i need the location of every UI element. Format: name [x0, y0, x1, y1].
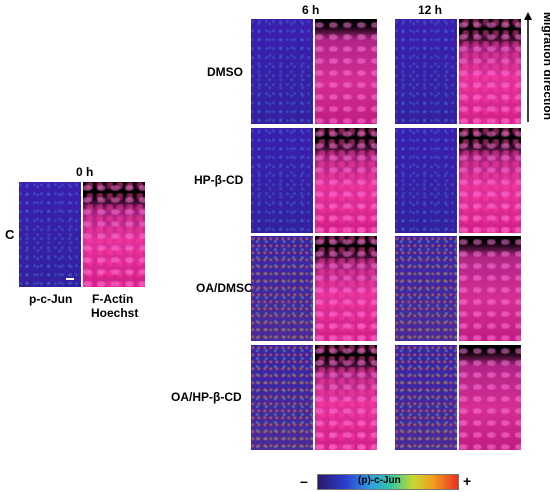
image-12h-oahpbcd-factin	[459, 345, 521, 450]
image-12h-oadmso-factin	[459, 236, 521, 341]
migration-arrow-icon	[524, 12, 532, 122]
colorbar-label: (p)-c-Jun	[358, 475, 401, 486]
image-0h-factin	[83, 182, 145, 287]
image-12h-oadmso-cjun	[395, 236, 457, 341]
channel-label-factin: F-Actin	[92, 292, 134, 306]
image-12h-hpbcd-cjun	[395, 128, 457, 233]
time-label-6h: 6 h	[302, 3, 320, 17]
image-6h-dmso-factin	[315, 19, 377, 124]
row-label-dmso: DMSO	[207, 65, 243, 79]
image-12h-oahpbcd-cjun	[395, 345, 457, 450]
image-6h-oahpbcd-cjun	[251, 345, 313, 450]
row-label-oadmso: OA/DMSO	[196, 281, 254, 295]
image-0h-cjun	[19, 182, 81, 287]
channel-label-hoechst: Hoechst	[91, 306, 139, 320]
row-label-hpbcd: HP-β-CD	[194, 173, 244, 187]
image-12h-hpbcd-factin	[459, 128, 521, 233]
image-12h-dmso-factin	[459, 19, 521, 124]
colorbar-plus: +	[463, 473, 472, 489]
image-6h-dmso-cjun	[251, 19, 313, 124]
row-label-oahpbcd: OA/HP-β-CD	[171, 390, 242, 404]
panel-letter: C	[5, 227, 15, 242]
image-6h-oahpbcd-factin	[315, 345, 377, 450]
time-label-0h: 0 h	[76, 165, 94, 179]
image-6h-oadmso-cjun	[251, 236, 313, 341]
image-6h-hpbcd-cjun	[251, 128, 313, 233]
channel-label-cjun: p-c-Jun	[29, 292, 73, 306]
colorbar	[317, 474, 459, 490]
image-12h-dmso-cjun	[395, 19, 457, 124]
image-6h-hpbcd-factin	[315, 128, 377, 233]
scale-bar	[66, 278, 74, 280]
colorbar-minus: –	[300, 473, 308, 489]
image-6h-oadmso-factin	[315, 236, 377, 341]
time-label-12h: 12 h	[418, 3, 443, 17]
migration-direction-label: Migration direction	[541, 12, 550, 120]
